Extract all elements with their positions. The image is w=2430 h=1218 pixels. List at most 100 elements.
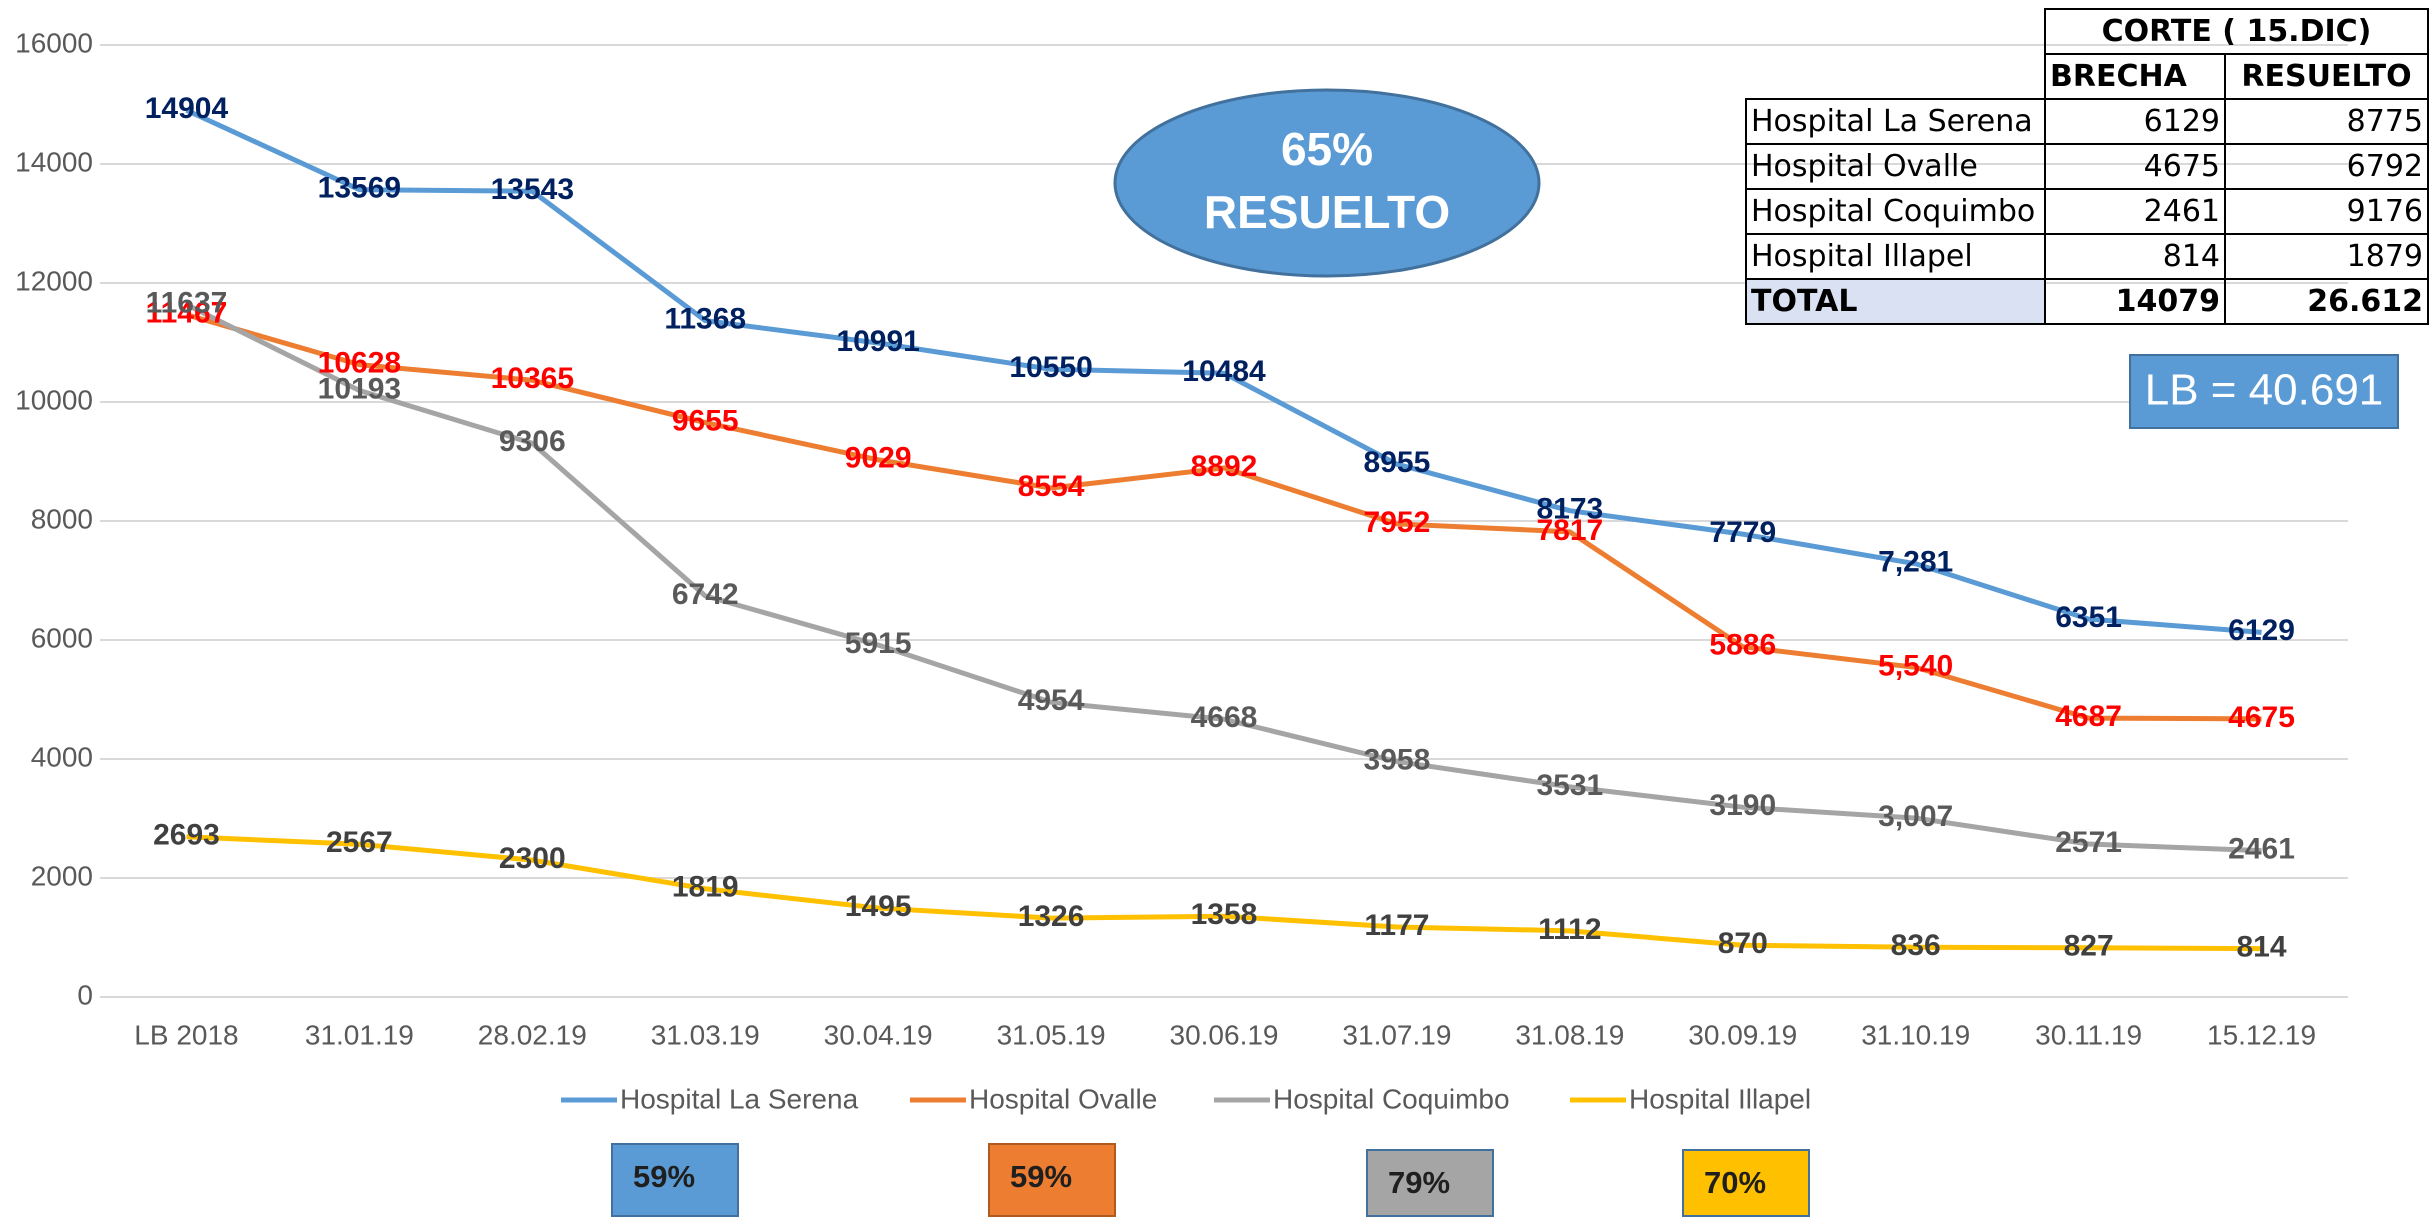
y-tick-label: 14000	[15, 146, 93, 177]
x-tick-label: LB 2018	[134, 1019, 238, 1050]
data-label: 1358	[1191, 898, 1258, 931]
data-label: 2693	[153, 819, 220, 852]
column-header: RESUELTO	[2224, 53, 2429, 100]
x-tick-label: 30.09.19	[1688, 1019, 1797, 1050]
table-row: Hospital Illapel 814 1879	[1745, 233, 2429, 280]
data-label: 2571	[2055, 826, 2122, 859]
legend-label: Hospital Ovalle	[969, 1083, 1157, 1114]
percent-box	[1682, 1149, 1810, 1217]
ellipse-text: 65%	[1281, 123, 1373, 175]
data-label: 5,540	[1878, 649, 1953, 682]
table-cell: 4675	[2044, 143, 2226, 190]
table-row: TOTAL 14079 26.612	[1745, 278, 2429, 325]
percent-box	[988, 1143, 1116, 1217]
data-label: 10991	[836, 325, 919, 358]
data-label: 10550	[1009, 351, 1092, 384]
legend-label: Hospital Coquimbo	[1273, 1083, 1510, 1114]
data-label: 7,281	[1878, 546, 1953, 579]
percent-label: 79%	[1388, 1165, 1450, 1200]
table-cell: 14079	[2044, 278, 2226, 325]
data-label: 836	[1891, 929, 1941, 962]
data-label: 7952	[1364, 506, 1431, 539]
series-line	[185, 302, 2262, 854]
y-tick-label: 6000	[31, 622, 93, 653]
data-label: 6129	[2228, 614, 2295, 647]
lb-text: LB = 40.691	[2145, 366, 2384, 415]
data-label: 10628	[318, 347, 401, 380]
data-label: 4687	[2055, 700, 2122, 733]
table-cell: 26.612	[2224, 278, 2429, 325]
table-cell: 2461	[2044, 188, 2226, 235]
y-tick-label: 4000	[31, 741, 93, 772]
data-label: 14904	[145, 92, 229, 125]
data-label: 4668	[1191, 701, 1258, 734]
percent-label: 59%	[633, 1159, 695, 1194]
table-cell: 814	[2044, 233, 2226, 280]
data-label: 3958	[1364, 743, 1431, 776]
data-label: 7779	[1709, 516, 1776, 549]
data-label: 10365	[491, 362, 574, 395]
series-line	[185, 312, 2262, 722]
lb-box	[2129, 354, 2399, 429]
x-tick-label: 30.04.19	[824, 1019, 933, 1050]
data-label: 8173	[1536, 493, 1603, 526]
summary-table: CORTE ( 15.DIC) BRECHA RESUELTO Hospital …	[1745, 8, 2429, 325]
table-row: Hospital Coquimbo 2461 9176	[1745, 188, 2429, 235]
data-label: 1177	[1364, 909, 1429, 942]
percent-label: 70%	[1704, 1165, 1766, 1200]
percent-box	[1366, 1149, 1494, 1217]
table-cell: Hospital Ovalle	[1745, 143, 2046, 190]
table-cell: Hospital Illapel	[1745, 233, 2046, 280]
data-label: 4954	[1018, 684, 1085, 717]
data-label: 2461	[2228, 832, 2295, 865]
y-tick-label: 2000	[31, 860, 93, 891]
data-label: 10484	[1182, 355, 1266, 388]
data-label: 9306	[499, 425, 566, 458]
data-label: 5886	[1709, 629, 1776, 662]
data-label: 870	[1718, 927, 1768, 960]
table-cell: 6129	[2044, 98, 2226, 145]
legend-label: Hospital Illapel	[1629, 1083, 1811, 1114]
series-line	[185, 107, 2262, 635]
x-tick-label: 30.11.19	[2035, 1019, 2142, 1050]
x-tick-label: 30.06.19	[1170, 1019, 1279, 1050]
data-label: 13569	[318, 172, 401, 205]
data-label: 1495	[845, 890, 912, 923]
data-label: 3531	[1536, 769, 1603, 802]
x-tick-label: 15.12.19	[2207, 1019, 2316, 1050]
data-label: 11467	[146, 297, 228, 330]
table-cell: Hospital Coquimbo	[1745, 188, 2046, 235]
data-label: 1819	[672, 871, 739, 904]
data-label: 6742	[672, 578, 739, 611]
legend-label: Hospital La Serena	[620, 1083, 859, 1114]
table-row: Hospital Ovalle 4675 6792	[1745, 143, 2429, 190]
ellipse-text: RESUELTO	[1204, 186, 1450, 238]
x-tick-label: 31.03.19	[651, 1019, 760, 1050]
data-label: 8892	[1191, 450, 1258, 483]
data-label: 13543	[491, 173, 574, 206]
table-cell: 9176	[2224, 188, 2429, 235]
table-row: Hospital La Serena 6129 8775	[1745, 98, 2429, 145]
table-cell: 1879	[2224, 233, 2429, 280]
table-title: CORTE ( 15.DIC)	[2044, 8, 2429, 55]
x-tick-label: 31.10.19	[1861, 1019, 1970, 1050]
table-cell: Hospital La Serena	[1745, 98, 2046, 145]
table-cell: TOTAL	[1745, 278, 2046, 325]
data-label: 4675	[2228, 701, 2295, 734]
y-tick-label: 8000	[31, 503, 93, 534]
series-line	[186, 834, 2262, 952]
y-tick-label: 10000	[15, 384, 93, 415]
data-label: 5915	[845, 627, 912, 660]
column-header: BRECHA	[2044, 53, 2226, 100]
data-label: 814	[2237, 930, 2287, 963]
data-label: 827	[2064, 930, 2114, 963]
data-label: 7817	[1536, 514, 1603, 547]
resolved-ellipse	[1113, 88, 1541, 278]
data-label: 11368	[664, 303, 746, 336]
x-tick-label: 31.05.19	[997, 1019, 1106, 1050]
x-tick-label: 28.02.19	[478, 1019, 587, 1050]
x-tick-label: 31.07.19	[1342, 1019, 1451, 1050]
x-tick-label: 31.01.19	[305, 1019, 414, 1050]
